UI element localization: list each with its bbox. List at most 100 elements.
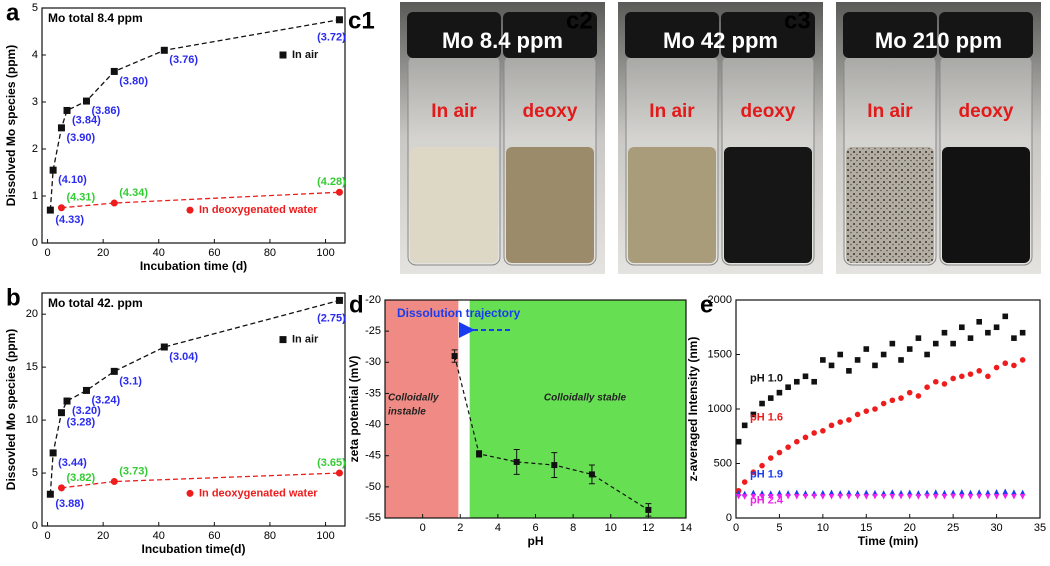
point	[941, 381, 948, 387]
point	[1002, 488, 1009, 495]
point	[872, 493, 878, 500]
photo-label: deoxy	[523, 101, 578, 122]
point	[110, 67, 118, 75]
point	[820, 357, 826, 363]
chart-title: Mo total 42. ppm	[48, 296, 143, 310]
value-label: (3.20)	[72, 405, 101, 417]
point	[950, 340, 956, 347]
point	[110, 478, 118, 486]
legend-label: In deoxygenated water	[199, 204, 318, 216]
value-label: (4.33)	[55, 214, 84, 226]
y-tick-label: 0	[32, 520, 38, 532]
x-tick-label: 40	[153, 247, 165, 259]
vial-liquid	[724, 147, 812, 263]
panel-label: a	[6, 0, 20, 26]
series-line	[454, 355, 649, 511]
point	[967, 371, 974, 377]
point	[794, 378, 800, 385]
point	[551, 462, 558, 469]
legend-label: In air	[292, 334, 319, 346]
point	[335, 296, 343, 304]
legend-label: In deoxygenated water	[199, 487, 318, 499]
point	[794, 494, 800, 500]
y-tick-label: -25	[365, 325, 381, 337]
y-tick-label: 4	[32, 49, 38, 61]
point	[828, 493, 835, 500]
point	[837, 419, 844, 425]
panel-label: b	[6, 284, 21, 311]
point	[110, 199, 118, 207]
photo-label: deoxy	[959, 101, 1014, 122]
point	[750, 469, 757, 476]
point	[993, 494, 1000, 500]
point	[863, 408, 870, 414]
point	[794, 489, 800, 496]
y-tick-label: 1	[32, 190, 38, 202]
point	[802, 373, 809, 380]
point	[645, 506, 652, 513]
y-axis-label: Dissovled Mo species (ppm)	[4, 329, 18, 490]
x-tick-label: 40	[153, 530, 165, 542]
x-tick-label: 0	[44, 530, 50, 542]
value-label: (3.86)	[91, 105, 120, 117]
value-label: (4.10)	[58, 174, 87, 186]
point	[906, 389, 913, 396]
y-tick-label: -40	[365, 418, 381, 430]
y-axis-label: zeta potential (mV)	[347, 356, 361, 463]
x-tick-label: 12	[642, 522, 654, 534]
value-label: (3.80)	[119, 75, 148, 87]
x-tick-label: 15	[860, 522, 872, 534]
point	[1011, 489, 1017, 495]
x-tick-label: 10	[817, 522, 829, 534]
x-tick-label: 25	[947, 522, 959, 534]
point	[967, 335, 974, 341]
point	[854, 357, 861, 363]
y-tick-label: 1000	[708, 403, 732, 415]
x-tick-label: 6	[532, 522, 538, 534]
point	[776, 389, 783, 396]
point	[741, 479, 748, 485]
point	[776, 449, 783, 456]
point	[785, 444, 791, 450]
point	[741, 494, 748, 500]
y-tick-label: -30	[365, 356, 381, 368]
point	[872, 406, 878, 412]
x-tick-label: 0	[44, 247, 50, 259]
point	[785, 384, 791, 390]
point	[932, 494, 939, 500]
point	[976, 489, 982, 495]
series-label: pH 1.9	[750, 468, 783, 480]
value-label: (3.1)	[119, 375, 142, 387]
point	[1002, 360, 1009, 367]
point	[1002, 493, 1009, 500]
panel-label: c3	[784, 7, 811, 34]
point	[837, 351, 844, 358]
point	[110, 367, 118, 375]
y-tick-label: 500	[714, 457, 732, 469]
vial-liquid	[506, 147, 594, 263]
point	[802, 434, 809, 441]
y-tick-label: 2000	[708, 294, 732, 306]
point	[985, 489, 991, 496]
x-tick-label: 14	[680, 522, 692, 534]
legend-label: In air	[292, 49, 319, 61]
point	[1019, 489, 1026, 496]
point	[1011, 493, 1017, 500]
y-tick-label: -55	[365, 512, 381, 524]
point	[959, 493, 965, 500]
point	[976, 319, 982, 325]
point	[837, 493, 844, 500]
x-tick-label: 0	[420, 522, 426, 534]
point	[941, 493, 948, 500]
point	[880, 351, 887, 358]
value-label: (4.28)	[317, 176, 346, 188]
point	[63, 106, 71, 114]
point	[950, 489, 956, 496]
y-tick-label: 2	[32, 143, 38, 155]
point	[588, 471, 595, 478]
y-tick-label: 15	[26, 361, 38, 373]
point	[959, 489, 965, 495]
point	[57, 484, 65, 492]
point	[950, 375, 956, 382]
